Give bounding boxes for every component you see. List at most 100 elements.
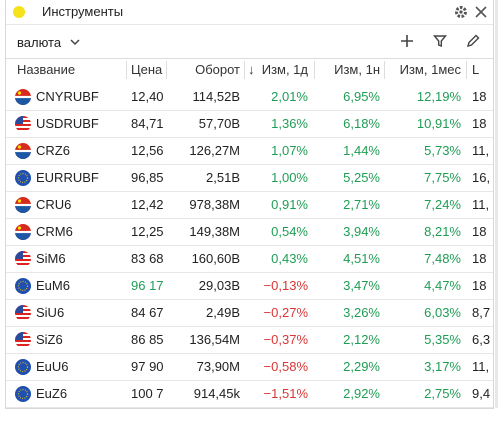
flag-icon bbox=[14, 358, 32, 376]
column-header[interactable]: Изм, 1н bbox=[334, 62, 380, 77]
row-divider bbox=[6, 353, 493, 354]
table-cell: 96 17 bbox=[131, 278, 164, 293]
close-icon[interactable] bbox=[475, 6, 487, 18]
flag bbox=[15, 224, 31, 240]
table-cell: 126,27M bbox=[189, 143, 240, 158]
flag-icon bbox=[14, 250, 32, 268]
column-header[interactable]: Оборот bbox=[195, 62, 240, 77]
table-cell: 29,03B bbox=[198, 278, 240, 293]
table-cell: 18 bbox=[472, 89, 487, 104]
divider bbox=[6, 24, 493, 25]
table-cell: 12,56 bbox=[131, 143, 164, 158]
table-cell: 10,91% bbox=[416, 116, 461, 131]
table-cell: 8,7 bbox=[472, 305, 491, 320]
sort-arrow: ↓ bbox=[248, 62, 255, 77]
table-cell[interactable]: EuM6 bbox=[36, 278, 70, 293]
table-cell: 1,36% bbox=[271, 116, 308, 131]
table-cell[interactable]: SiZ6 bbox=[36, 332, 63, 347]
row-divider bbox=[6, 407, 493, 408]
table-cell: 73,90M bbox=[196, 359, 240, 374]
table-cell[interactable]: EuZ6 bbox=[36, 386, 68, 401]
row-divider bbox=[6, 137, 493, 138]
table-cell: −0,37% bbox=[263, 332, 308, 347]
table-cell: 4,47% bbox=[424, 278, 461, 293]
flag-icon bbox=[14, 277, 32, 295]
table-cell: 160,60B bbox=[191, 251, 240, 266]
flag-icon bbox=[14, 385, 32, 403]
column-header[interactable]: Изм, 1мес bbox=[399, 62, 461, 77]
column-header[interactable]: Цена bbox=[131, 62, 163, 77]
table-cell: 6,3 bbox=[472, 332, 491, 347]
flag-icon bbox=[14, 196, 32, 214]
table-cell: 18 bbox=[472, 224, 487, 239]
table-cell: 2,49B bbox=[206, 305, 240, 320]
flag bbox=[15, 251, 31, 267]
table-cell: −0,27% bbox=[263, 305, 308, 320]
table-cell: 6,03% bbox=[424, 305, 461, 320]
column-separator bbox=[384, 61, 385, 79]
table-cell: 12,40 bbox=[131, 89, 164, 104]
column-header[interactable]: Изм, 1д bbox=[261, 62, 308, 77]
table-cell[interactable]: SiM6 bbox=[36, 251, 66, 266]
table-cell: 18 bbox=[472, 251, 487, 266]
column-separator bbox=[466, 61, 467, 79]
table-cell[interactable]: CNYRUBF bbox=[36, 89, 99, 104]
flag bbox=[15, 305, 31, 321]
table-cell: 2,92% bbox=[343, 386, 380, 401]
table-cell: 0,43% bbox=[271, 251, 308, 266]
flag-icon bbox=[14, 223, 32, 241]
table-cell[interactable]: SiU6 bbox=[36, 305, 65, 320]
table-cell: 57,70B bbox=[198, 116, 240, 131]
table-cell: −0,13% bbox=[263, 278, 308, 293]
row-divider bbox=[6, 245, 493, 246]
table-cell: 1,44% bbox=[343, 143, 380, 158]
table-cell: 136,54M bbox=[189, 332, 240, 347]
flag-icon bbox=[14, 331, 32, 349]
settings-icon[interactable] bbox=[454, 5, 468, 19]
column-separator bbox=[244, 61, 245, 79]
divider bbox=[6, 58, 493, 59]
flag bbox=[15, 386, 31, 402]
table-cell: 12,25 bbox=[131, 224, 164, 239]
column-header[interactable]: Название bbox=[17, 62, 76, 77]
table-cell: 0,91% bbox=[271, 197, 308, 212]
table-cell: 914,45k bbox=[193, 386, 240, 401]
filter-dropdown[interactable]: валюта bbox=[17, 35, 81, 50]
filter-icon[interactable] bbox=[433, 34, 447, 48]
column-header[interactable]: L bbox=[472, 62, 480, 77]
table-cell[interactable]: EuU6 bbox=[36, 359, 69, 374]
table-cell: 12,42 bbox=[131, 197, 164, 212]
table-cell[interactable]: CRU6 bbox=[36, 197, 72, 212]
table-cell: 5,35% bbox=[424, 332, 461, 347]
table-cell: 0,54% bbox=[271, 224, 308, 239]
table-cell[interactable]: CRM6 bbox=[36, 224, 73, 239]
column-separator bbox=[314, 61, 315, 79]
table-cell[interactable]: EURRUBF bbox=[36, 170, 99, 185]
instruments-panel: Инструменты валюта Название Цена Оборот Изм… bbox=[5, 0, 494, 409]
table-cell: −0,58% bbox=[263, 359, 308, 374]
flag bbox=[15, 116, 31, 132]
filter-label: валюта bbox=[17, 35, 62, 50]
table-cell: 149,38M bbox=[189, 224, 240, 239]
table-cell: 84,71 bbox=[131, 116, 164, 131]
row-divider bbox=[6, 164, 493, 165]
table-cell: 6,95% bbox=[343, 89, 380, 104]
table-cell: 11, bbox=[472, 197, 490, 212]
table-cell: 2,29% bbox=[343, 359, 380, 374]
flag bbox=[15, 332, 31, 348]
edit-icon[interactable] bbox=[466, 34, 480, 48]
table-cell[interactable]: USDRUBF bbox=[36, 116, 99, 131]
flag bbox=[15, 143, 31, 159]
table-cell: 6,18% bbox=[343, 116, 380, 131]
table-cell: 2,51B bbox=[206, 170, 240, 185]
row-divider bbox=[6, 191, 493, 192]
add-icon[interactable] bbox=[400, 34, 414, 48]
flag bbox=[15, 278, 31, 294]
column-separator bbox=[126, 61, 127, 79]
table-cell: 3,17% bbox=[424, 359, 461, 374]
flag-icon bbox=[14, 88, 32, 106]
panel-title: Инструменты bbox=[42, 4, 124, 19]
table-cell: 2,75% bbox=[424, 386, 461, 401]
table-cell[interactable]: CRZ6 bbox=[36, 143, 70, 158]
